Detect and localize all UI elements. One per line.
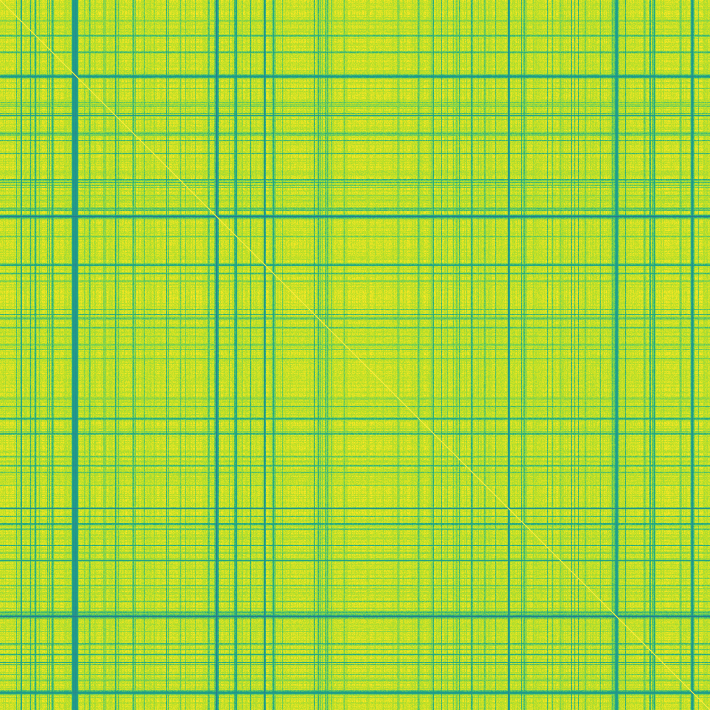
heatmap-cells [0, 0, 710, 710]
heatmap-chart [0, 0, 710, 710]
